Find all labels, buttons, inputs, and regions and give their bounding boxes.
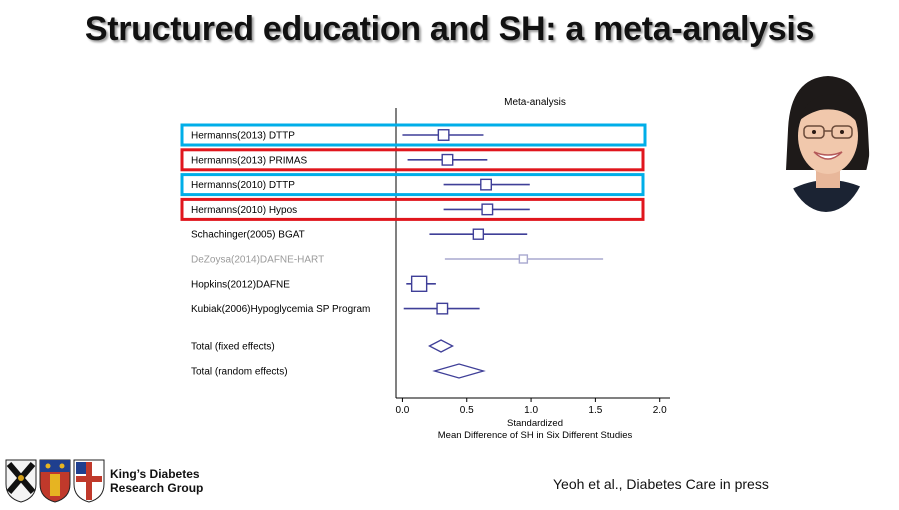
x-tick-label: 1.5 xyxy=(588,405,602,416)
total-label: Total (random effects) xyxy=(191,367,288,378)
highlight-box xyxy=(180,123,647,147)
presenter-photo xyxy=(782,72,870,212)
research-group-name: King’s Diabetes Research Group xyxy=(110,467,203,495)
pooled-diamond xyxy=(432,363,486,379)
study-label: DeZoysa(2014)DAFNE-HART xyxy=(191,255,324,266)
study-label: Hermanns(2013) PRIMAS xyxy=(191,155,307,166)
study-label: Hermanns(2013) DTTP xyxy=(191,131,295,142)
x-axis-label-line1: Standardized xyxy=(507,418,563,429)
point-estimate xyxy=(437,129,450,141)
total-label: Total (fixed effects) xyxy=(191,342,275,353)
x-tick-label: 2.0 xyxy=(653,405,667,416)
citation: Yeoh et al., Diabetes Care in press xyxy=(553,476,769,492)
highlight-box xyxy=(180,197,645,221)
highlight-box xyxy=(180,173,645,197)
point-estimate xyxy=(410,275,428,292)
point-estimate xyxy=(518,254,529,264)
hospital-crest-icon xyxy=(73,459,105,503)
kings-crest-icon xyxy=(39,459,71,503)
group-name-line2: Research Group xyxy=(110,481,204,495)
study-label: Kubiak(2006)Hypoglycemia SP Program xyxy=(191,304,370,315)
pooled-diamond xyxy=(428,339,455,353)
college-crest-icon xyxy=(5,459,37,503)
study-label: Hopkins(2012)DAFNE xyxy=(191,279,290,290)
university-logos xyxy=(5,459,105,503)
x-tick-label: 0.5 xyxy=(460,405,474,416)
study-label: Hermanns(2010) Hypos xyxy=(191,205,297,216)
slide-title: Structured education and SH: a meta-anal… xyxy=(84,10,815,48)
chart-title: Meta-analysis xyxy=(504,97,566,108)
point-estimate xyxy=(480,178,492,191)
x-tick-label: 0.0 xyxy=(395,405,409,416)
point-estimate xyxy=(436,302,449,315)
group-name-line1: King’s Diabetes xyxy=(110,467,200,481)
x-axis-label-line2: Mean Difference of SH in Six Different S… xyxy=(438,430,633,441)
point-estimate xyxy=(441,153,454,166)
study-label: Hermanns(2010) DTTP xyxy=(191,180,295,191)
point-estimate xyxy=(481,203,494,216)
point-estimate xyxy=(472,228,485,240)
study-label: Schachinger(2005) BGAT xyxy=(191,230,305,241)
x-tick-label: 1.0 xyxy=(524,405,538,416)
highlight-box xyxy=(180,148,645,172)
